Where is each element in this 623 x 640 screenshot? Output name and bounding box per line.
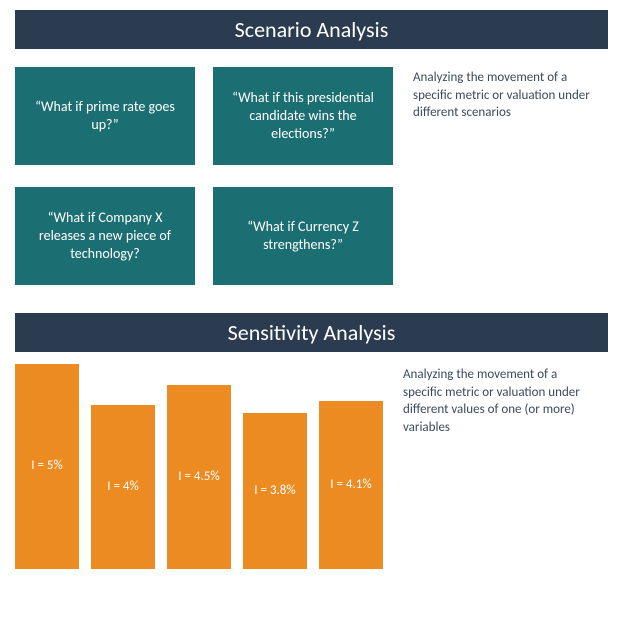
sensitivity-header: Sensitivity Analysis [15, 313, 608, 352]
scenario-description: Analyzing the movement of a specific met… [413, 67, 603, 285]
sensitivity-bar: I = 4% [91, 405, 155, 569]
sensitivity-description: Analyzing the movement of a specific met… [403, 364, 593, 569]
scenario-header: Scenario Analysis [15, 10, 608, 49]
sensitivity-bar: I = 4.5% [167, 385, 231, 570]
sensitivity-bar-chart: I = 5%I = 4%I = 4.5%I = 3.8%I = 4.1% [15, 364, 383, 569]
scenario-body: “What if prime rate goes up?” “What if t… [15, 67, 608, 285]
scenario-box: “What if Company X releases a new piece … [15, 187, 195, 285]
scenario-box: “What if this presidential candidate win… [213, 67, 393, 165]
scenario-box: “What if Currency Z strengthens?” [213, 187, 393, 285]
scenario-box: “What if prime rate goes up?” [15, 67, 195, 165]
sensitivity-bar: I = 4.1% [319, 401, 383, 569]
sensitivity-body: I = 5%I = 4%I = 4.5%I = 3.8%I = 4.1% Ana… [15, 364, 608, 569]
sensitivity-bar: I = 5% [15, 364, 79, 569]
sensitivity-bar: I = 3.8% [243, 413, 307, 569]
scenario-grid: “What if prime rate goes up?” “What if t… [15, 67, 393, 285]
